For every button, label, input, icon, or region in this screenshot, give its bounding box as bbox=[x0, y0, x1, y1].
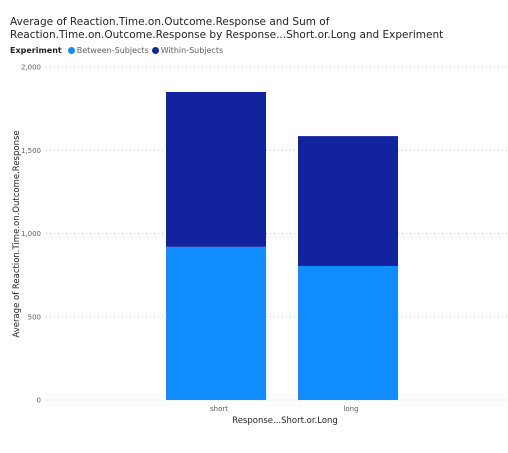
y-axis-title: Average of Reaction.Time.on.Outcome.Resp… bbox=[12, 130, 22, 337]
y-axis-ticks: 0 500 1,000 1,500 2,000 bbox=[21, 64, 41, 405]
x-tick-label: short bbox=[210, 405, 228, 413]
bar-short-between-subjects[interactable] bbox=[166, 246, 266, 400]
x-axis-ticks: short long bbox=[210, 405, 359, 413]
x-axis-title: Response...Short.or.Long bbox=[232, 416, 338, 426]
y-tick-label: 0 bbox=[37, 397, 41, 405]
legend-title: Experiment bbox=[10, 46, 62, 55]
bar-long-between-subjects[interactable] bbox=[298, 265, 398, 400]
legend-label-between-subjects: Between-Subjects bbox=[76, 46, 149, 55]
y-tick-label: 1,500 bbox=[21, 147, 41, 155]
bar-long-within-subjects[interactable] bbox=[298, 136, 398, 266]
legend-item-between-subjects[interactable]: Between-Subjects bbox=[67, 46, 149, 55]
bar-short-within-subjects[interactable] bbox=[166, 91, 266, 247]
legend-swatch-within-subjects bbox=[151, 47, 159, 54]
legend-item-within-subjects[interactable]: Within-Subjects bbox=[151, 46, 224, 55]
legend: Experiment Between-Subjects Within-Subje… bbox=[10, 46, 226, 55]
y-tick-label: 2,000 bbox=[21, 64, 41, 72]
bars bbox=[166, 91, 398, 400]
y-tick-label: 1,000 bbox=[21, 230, 41, 238]
gridlines bbox=[46, 66, 508, 401]
chart-title: Average of Reaction.Time.on.Outcome.Resp… bbox=[10, 16, 444, 41]
legend-label-within-subjects: Within-Subjects bbox=[160, 46, 224, 55]
y-tick-label: 500 bbox=[28, 313, 41, 321]
legend-swatch-between-subjects bbox=[67, 47, 75, 54]
x-tick-label: long bbox=[343, 405, 358, 413]
